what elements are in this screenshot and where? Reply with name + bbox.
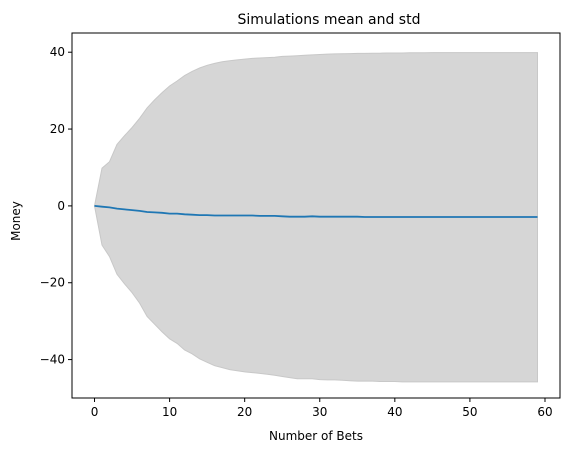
y-tick-label: 0 <box>57 199 65 213</box>
x-tick-label: 0 <box>91 405 99 419</box>
x-tick-label: 50 <box>462 405 477 419</box>
chart-title: Simulations mean and std <box>238 12 421 28</box>
y-tick-label: −20 <box>40 276 65 290</box>
x-axis: 0 10 20 30 40 50 60 <box>91 398 553 419</box>
y-tick-label: 40 <box>50 45 65 59</box>
x-tick-label: 20 <box>237 405 252 419</box>
plot-area <box>93 52 538 383</box>
x-tick-label: 60 <box>537 405 552 419</box>
y-tick-label: 20 <box>50 122 65 136</box>
x-tick-label: 30 <box>312 405 327 419</box>
x-tick-label: 10 <box>162 405 177 419</box>
mean-line <box>94 205 538 218</box>
y-axis-label: Money <box>9 201 23 241</box>
y-tick-label: −40 <box>40 353 65 367</box>
x-axis-label: Number of Bets <box>269 429 363 443</box>
x-tick-label: 40 <box>387 405 402 419</box>
y-axis: −40 −20 0 20 40 <box>40 45 72 367</box>
axes-frame <box>71 32 561 399</box>
